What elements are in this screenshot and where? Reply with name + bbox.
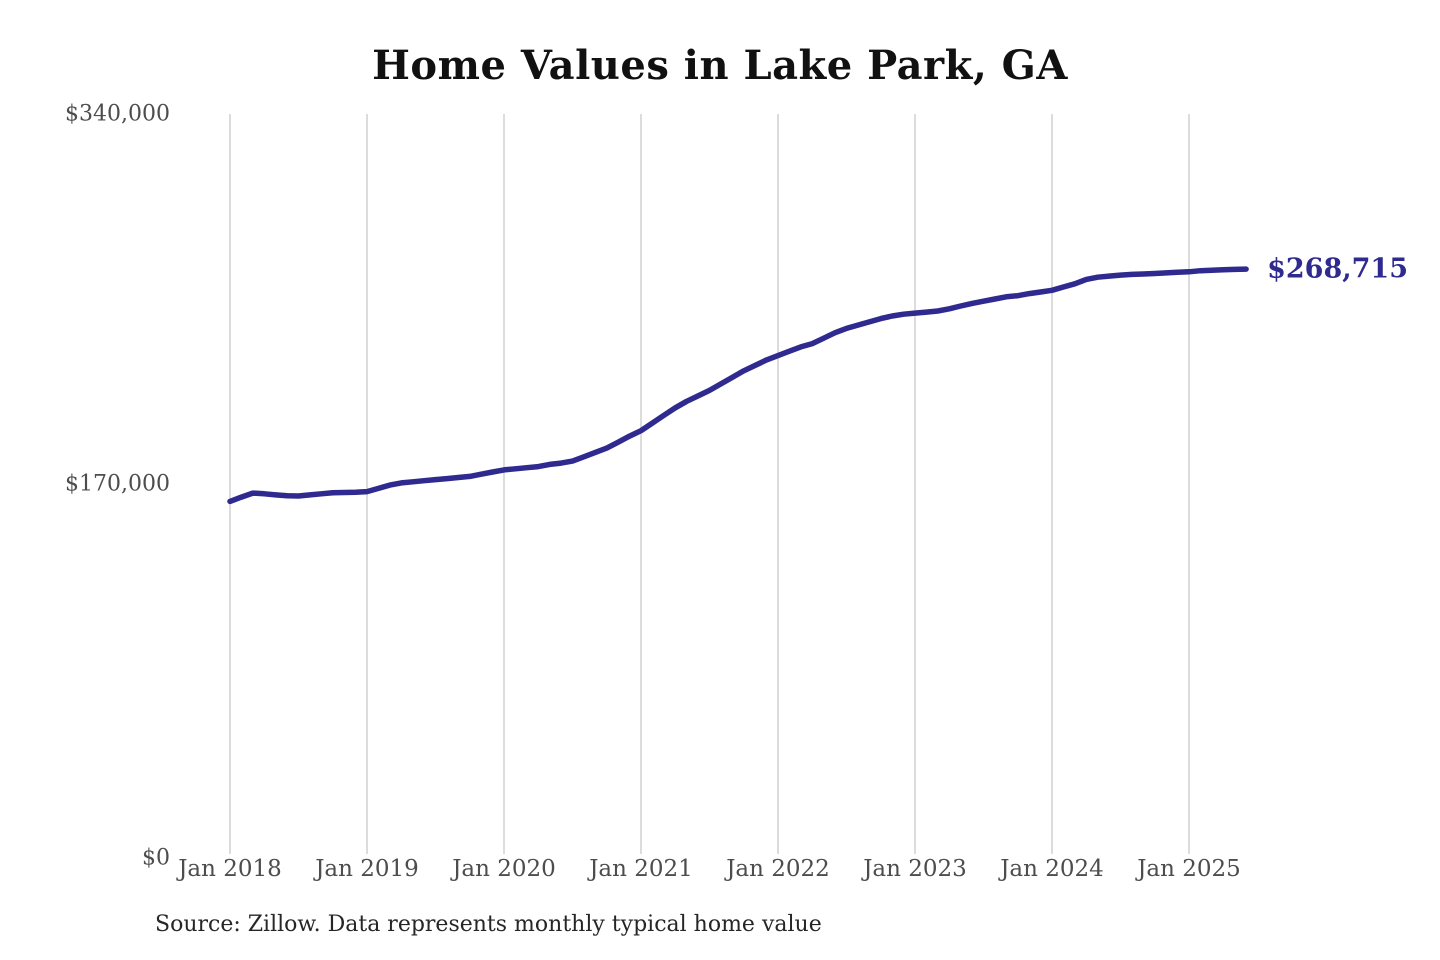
x-axis-tick-label: Jan 2023 [863, 856, 967, 882]
y-axis-tick-label: $170,000 [65, 471, 170, 497]
chart-title: Home Values in Lake Park, GA [372, 42, 1068, 89]
x-axis-tick-label: Jan 2019 [315, 856, 419, 882]
value-line [227, 266, 1249, 505]
x-axis-tick-label: Jan 2022 [726, 856, 830, 882]
latest-value-label: $268,715 [1267, 253, 1408, 285]
source-note: Source: Zillow. Data represents monthly … [155, 912, 822, 937]
x-axis-tick-label: Jan 2025 [1137, 856, 1241, 882]
y-axis-tick-label: $0 [142, 845, 170, 871]
y-axis-tick-label: $340,000 [65, 101, 170, 127]
x-axis-tick-label: Jan 2020 [452, 856, 556, 882]
x-axis-tick-label: Jan 2018 [178, 856, 282, 882]
x-axis-tick-label: Jan 2021 [589, 856, 693, 882]
x-axis-tick-label: Jan 2024 [1000, 856, 1104, 882]
